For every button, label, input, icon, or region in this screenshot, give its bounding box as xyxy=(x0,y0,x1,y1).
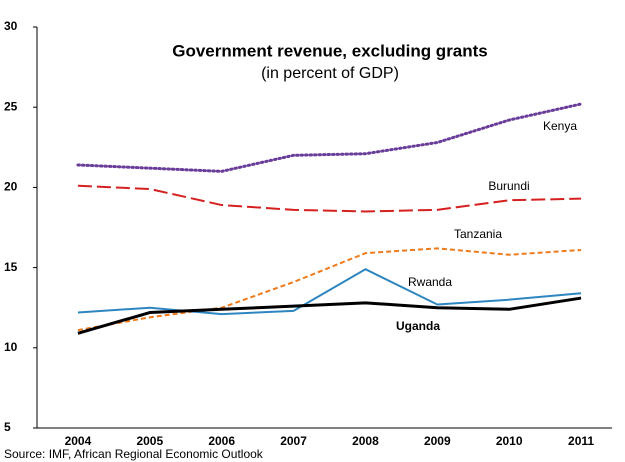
series-line xyxy=(77,268,582,316)
y-tick-label: 30 xyxy=(4,19,18,33)
series-line xyxy=(77,296,582,335)
series-label: Kenya xyxy=(543,119,577,133)
x-tick-label: 2007 xyxy=(280,434,307,448)
x-tick-label: 2010 xyxy=(496,434,523,448)
series-label: Burundi xyxy=(488,179,529,193)
y-tick-label: 10 xyxy=(4,340,18,354)
series-line xyxy=(77,247,582,332)
y-tick-label: 25 xyxy=(4,99,18,113)
x-tick-label: 2009 xyxy=(424,434,451,448)
x-tick-label: 2006 xyxy=(208,434,235,448)
series-label: Tanzania xyxy=(454,227,502,241)
y-tick-label: 20 xyxy=(4,180,18,194)
x-tick-label: 2008 xyxy=(352,434,379,448)
chart-subtitle: (in percent of GDP) xyxy=(261,65,399,82)
y-tick-label: 5 xyxy=(4,420,11,434)
chart-title: Government revenue, excluding grants xyxy=(172,41,488,60)
x-tick-label: 2004 xyxy=(65,434,92,448)
series-label: Rwanda xyxy=(408,275,452,289)
x-tick-label: 2005 xyxy=(136,434,163,448)
y-tick-label: 15 xyxy=(4,260,18,274)
x-tick-label: 2011 xyxy=(568,434,594,448)
source-note: Source: IMF, African Regional Economic O… xyxy=(4,447,264,461)
series-line xyxy=(77,184,582,213)
series-line xyxy=(76,102,583,173)
series-label: Uganda xyxy=(396,319,440,333)
